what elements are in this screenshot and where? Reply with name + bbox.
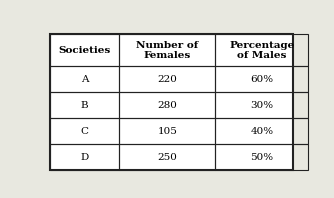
Bar	[215, 34, 308, 66]
Text: A: A	[81, 75, 88, 84]
Bar	[120, 144, 215, 170]
Text: 50%: 50%	[250, 153, 273, 162]
Text: 105: 105	[157, 127, 177, 136]
Text: Percentage
of Males: Percentage of Males	[229, 41, 294, 60]
Text: 220: 220	[157, 75, 177, 84]
Text: Societies: Societies	[58, 46, 111, 55]
Text: 60%: 60%	[250, 75, 273, 84]
Text: 250: 250	[157, 153, 177, 162]
Bar	[215, 66, 308, 92]
Text: D: D	[80, 153, 89, 162]
Bar	[49, 34, 293, 170]
Bar	[120, 92, 215, 118]
Bar	[49, 66, 120, 92]
Bar	[120, 118, 215, 144]
Text: 30%: 30%	[250, 101, 273, 110]
Bar	[120, 34, 215, 66]
Bar	[120, 66, 215, 92]
Text: B: B	[80, 101, 88, 110]
Bar	[215, 144, 308, 170]
Bar	[215, 118, 308, 144]
Bar	[49, 118, 120, 144]
Text: 280: 280	[157, 101, 177, 110]
Bar	[49, 34, 120, 66]
Bar	[49, 144, 120, 170]
Text: 40%: 40%	[250, 127, 273, 136]
Bar	[49, 92, 120, 118]
Text: C: C	[80, 127, 89, 136]
Text: Number of
Females: Number of Females	[136, 41, 198, 60]
Bar	[215, 92, 308, 118]
